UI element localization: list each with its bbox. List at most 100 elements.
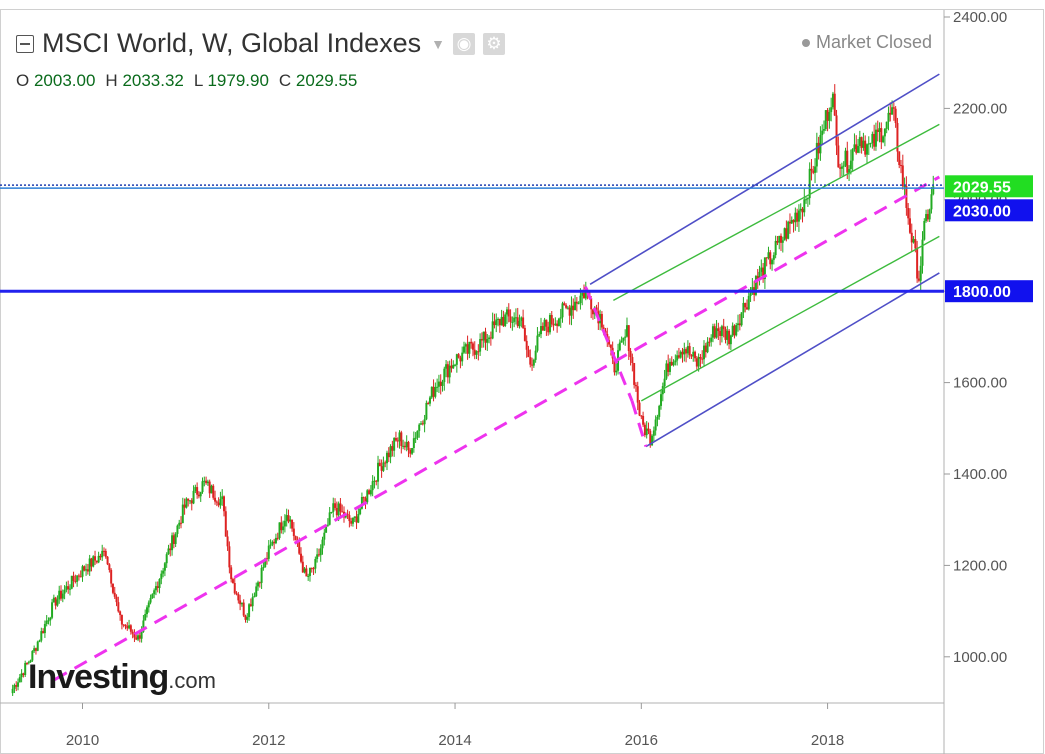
investing-logo: Investing.com: [28, 658, 216, 697]
candle-body: [577, 303, 580, 305]
candle-body: [477, 351, 480, 353]
candle-body: [894, 108, 897, 124]
candle-body: [49, 617, 52, 621]
candle-body: [500, 316, 503, 326]
candle-body: [729, 335, 732, 345]
candle-body: [137, 635, 140, 640]
candle-body: [862, 140, 865, 148]
gear-icon[interactable]: ⚙: [483, 32, 505, 55]
candle-body: [176, 525, 179, 534]
candle-body: [303, 568, 306, 573]
candle-body: [135, 637, 138, 640]
candle-body: [450, 365, 453, 369]
candle-body: [466, 344, 469, 354]
candle-body: [711, 326, 714, 338]
candle-body: [559, 317, 562, 319]
candle-body: [464, 344, 467, 347]
candle-body: [570, 305, 573, 316]
candle-body: [233, 583, 236, 594]
candle-body: [484, 331, 487, 343]
candle-body: [618, 342, 621, 351]
eye-icon[interactable]: ◉: [453, 32, 475, 55]
candle-body: [172, 535, 175, 544]
y-tick-label: 2400.00: [953, 9, 1007, 26]
candle-body: [65, 586, 68, 590]
candle-body: [108, 564, 111, 570]
x-tick-label: 2014: [438, 732, 471, 749]
candle-body: [156, 586, 159, 589]
candle-body: [54, 597, 57, 606]
collapse-icon[interactable]: [16, 34, 34, 53]
y-tick-label: 1000.00: [953, 649, 1007, 666]
candle-body: [498, 318, 501, 326]
candle-body: [76, 575, 79, 582]
candle-body: [301, 561, 304, 573]
candle-body: [624, 336, 627, 338]
candle-body: [878, 128, 881, 133]
trend-line: [630, 400, 648, 448]
candle-body: [445, 364, 448, 369]
candle-body: [471, 343, 474, 350]
candle-body: [432, 386, 435, 397]
candle-body: [609, 344, 612, 348]
candle-body: [375, 480, 378, 482]
candle-body: [550, 315, 553, 325]
candle-body: [40, 631, 43, 641]
candle-body: [323, 532, 326, 540]
candle-body: [482, 331, 485, 341]
candle-body: [749, 293, 752, 296]
candle-body: [51, 602, 54, 618]
candle-body: [427, 402, 430, 404]
candle-body: [95, 560, 98, 563]
candle-body: [486, 339, 489, 343]
candle-body: [629, 350, 632, 358]
candle-body: [647, 428, 650, 431]
candle-body: [452, 364, 455, 369]
candle-body: [203, 480, 206, 482]
candle-body: [328, 512, 331, 525]
candle-body: [251, 597, 254, 607]
candle-body: [414, 437, 417, 439]
candle-body: [896, 123, 899, 152]
candle-body: [882, 136, 885, 143]
candle-body: [505, 309, 508, 315]
candle-body: [421, 423, 424, 425]
candle-body: [92, 556, 95, 567]
candle-body: [269, 544, 272, 546]
candle-body: [70, 575, 73, 589]
candle-body: [52, 597, 55, 603]
candle-body: [260, 567, 263, 583]
candle-body: [919, 265, 922, 281]
candle-body: [142, 620, 145, 632]
candle-body: [194, 487, 197, 491]
dropdown-caret-icon[interactable]: ▼: [431, 35, 445, 52]
candle-body: [914, 239, 917, 249]
candle-body: [47, 620, 50, 622]
candle-body: [762, 267, 765, 280]
candle-body: [255, 586, 258, 597]
candle-body: [448, 365, 451, 378]
candle-body: [823, 129, 825, 131]
candle-body: [215, 501, 218, 503]
candle-body: [289, 519, 292, 522]
candle-body: [860, 137, 863, 148]
candle-body: [848, 169, 851, 173]
candle-body: [72, 575, 75, 581]
candle-body: [527, 349, 530, 357]
candle-body: [411, 448, 414, 454]
candle-body: [652, 430, 655, 436]
candle-body: [833, 93, 836, 116]
candle-body: [883, 128, 886, 137]
candle-body: [196, 487, 199, 495]
candle-body: [425, 402, 428, 420]
candle-body: [228, 546, 231, 568]
candle-body: [185, 498, 188, 508]
candle-body: [715, 328, 718, 338]
candle-body: [187, 498, 190, 501]
candle-body: [206, 481, 209, 484]
candle-body: [726, 330, 729, 340]
candle-body: [274, 537, 277, 544]
candle-body: [271, 541, 274, 545]
candle-body: [43, 624, 46, 634]
